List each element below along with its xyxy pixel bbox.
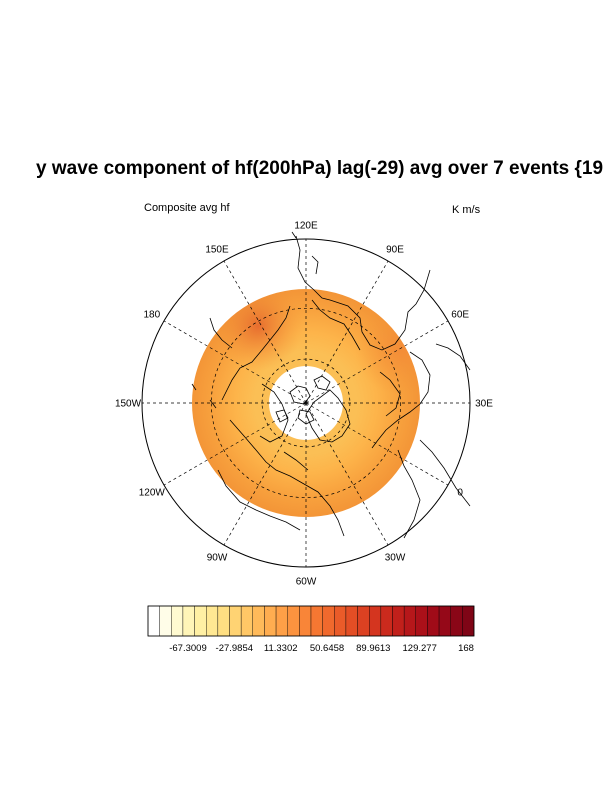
longitude-label: 120E: [294, 221, 318, 232]
colorbar-box: [334, 605, 347, 637]
colorbar-box: [427, 605, 440, 637]
colorbar-box: [147, 605, 160, 637]
colorbar-box: [450, 605, 463, 637]
graticule: [142, 239, 470, 567]
colorbar-box: [159, 605, 172, 637]
colorbar-tick-label: 89.9613: [356, 643, 390, 654]
colorbar-box: [357, 605, 370, 637]
plot-title: y wave component of hf(200hPa) lag(-29) …: [36, 158, 604, 179]
longitude-label: 90E: [386, 244, 404, 255]
colorbar-box: [240, 605, 253, 637]
colorbar-tick-label: 11.3302: [264, 643, 298, 654]
colorbar-box: [171, 605, 184, 637]
longitude-label: 90W: [207, 553, 228, 564]
colorbar-tick-label: -67.3009: [169, 643, 207, 654]
colorbar-box: [403, 605, 416, 637]
colorbar-tick-label: 129.277: [403, 643, 437, 654]
colorbar: -67.3009 -27.9854 11.3302 50.6458 89.9613 129…: [147, 605, 475, 654]
colorbar-box: [275, 605, 288, 637]
longitude-label: 30W: [385, 553, 406, 564]
variable-subtitle: Composite avg hf: [144, 202, 230, 214]
units-subtitle: K m/s: [452, 204, 481, 216]
colorbar-box: [310, 605, 323, 637]
colorbar-box: [369, 605, 382, 637]
colorbar-box: [392, 605, 405, 637]
longitude-labels: 120E 90E 60E 30E 0 30W 60W 90W 120W 150W 180 150E: [115, 221, 493, 588]
colorbar-box: [438, 605, 451, 637]
map-boundary: [141, 238, 471, 568]
longitude-label: 150W: [115, 399, 142, 410]
longitude-label: 120W: [139, 488, 166, 499]
longitude-label: 150E: [205, 244, 229, 255]
colorbar-box: [345, 605, 358, 637]
longitude-label: 60E: [451, 310, 469, 321]
colorbar-box: [252, 605, 265, 637]
colorbar-box: [322, 605, 335, 637]
colorbar-box: [217, 605, 230, 637]
coastlines: [191, 231, 471, 539]
colorbar-tick-label: 168: [458, 643, 474, 654]
longitude-label: 180: [143, 310, 160, 321]
colorbar-box: [299, 605, 312, 637]
colorbar-box: [194, 605, 207, 637]
colorbar-box: [287, 605, 300, 637]
colorbar-box: [462, 605, 475, 637]
longitude-label: 60W: [296, 577, 317, 588]
colorbar-tick-label: -27.9854: [216, 643, 254, 654]
longitude-label: 0: [457, 488, 463, 499]
colorbar-box: [206, 605, 219, 637]
longitude-label: 30E: [475, 399, 493, 410]
colorbar-box: [229, 605, 242, 637]
colorbar-tick-label: 50.6458: [310, 643, 344, 654]
colorbar-box: [415, 605, 428, 637]
colorbar-box: [264, 605, 277, 637]
colorbar-box: [182, 605, 195, 637]
colorbar-box: [380, 605, 393, 637]
latitude-circle: [210, 307, 402, 499]
